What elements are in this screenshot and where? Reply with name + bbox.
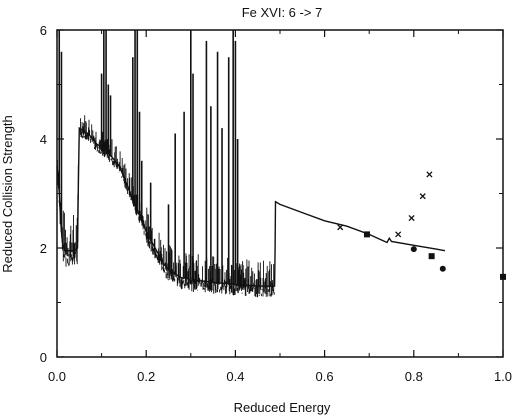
x-axis-label: Reduced Energy <box>234 400 331 415</box>
x-tick-label: 0.6 <box>316 369 334 384</box>
filled-circle-marker <box>439 265 446 272</box>
cross-marker <box>337 224 344 231</box>
x-tick-label: 0.2 <box>137 369 155 384</box>
cross-marker <box>395 231 402 238</box>
x-tick-label: 0.4 <box>226 369 244 384</box>
series-layer <box>56 30 506 298</box>
y-axis-label: Reduced Collision Strength <box>0 115 15 273</box>
y-tick-label: 2 <box>40 241 47 256</box>
cross-marker <box>419 193 426 200</box>
filled-square-marker <box>428 253 435 260</box>
resonance-noise <box>56 115 275 298</box>
x-tick-label: 1.0 <box>494 369 512 384</box>
filled-square-marker <box>363 231 370 238</box>
cross-marker <box>408 214 415 222</box>
y-tick-label: 4 <box>40 132 47 147</box>
filled-circle-marker <box>410 246 417 253</box>
filled-square-marker <box>500 273 506 280</box>
cross-marker <box>426 171 433 178</box>
y-tick-label: 6 <box>40 23 47 38</box>
x-tick-label: 0.0 <box>48 369 66 384</box>
background-line <box>56 126 446 287</box>
x-tick-label: 0.8 <box>405 369 423 384</box>
chart-title: Fe XVI: 6 -> 7 <box>242 5 323 20</box>
axis-ticks: 0.0 0.2 0.4 0.6 0.8 1.0 0 2 4 6 <box>40 23 512 384</box>
y-tick-label: 0 <box>40 350 47 365</box>
plot-frame <box>56 29 504 358</box>
